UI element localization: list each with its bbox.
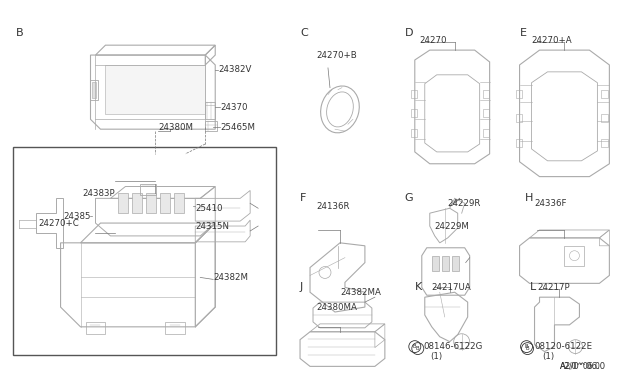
Bar [411, 129, 417, 137]
Bar [452, 256, 459, 270]
Bar [516, 90, 522, 97]
Bar [90, 80, 99, 100]
Bar [516, 139, 522, 147]
Bar [86, 322, 106, 334]
Text: E: E [520, 28, 527, 38]
Text: 24385: 24385 [63, 212, 90, 221]
Text: 24229R: 24229R [448, 199, 481, 208]
Text: 24382V: 24382V [218, 65, 252, 74]
Text: A2/0^06.0: A2/0^06.0 [559, 362, 605, 371]
Text: (1): (1) [430, 352, 442, 361]
Bar [161, 193, 170, 213]
Bar [602, 114, 609, 122]
Bar [93, 82, 97, 97]
Text: G: G [405, 193, 413, 203]
Bar [174, 193, 184, 213]
Text: 24336F: 24336F [534, 199, 567, 208]
Bar [442, 256, 449, 270]
Bar [483, 129, 488, 137]
Text: 08146-6122G: 08146-6122G [424, 342, 483, 351]
Bar [564, 246, 584, 266]
Text: J: J [300, 282, 303, 292]
Bar [165, 322, 186, 334]
Text: 24382M: 24382M [213, 273, 248, 282]
Text: L: L [529, 282, 536, 292]
Text: 24382MA: 24382MA [340, 288, 381, 297]
Text: 24315N: 24315N [195, 222, 229, 231]
Bar [483, 90, 488, 97]
Text: 24136R: 24136R [316, 202, 349, 211]
Text: 24270: 24270 [420, 36, 447, 45]
Bar [411, 90, 417, 97]
Text: A2/0^06.0: A2/0^06.0 [559, 362, 600, 371]
Text: 24217UA: 24217UA [432, 283, 472, 292]
Bar [132, 193, 142, 213]
Bar [205, 102, 215, 119]
Text: D: D [405, 28, 413, 38]
Text: 24380MA: 24380MA [316, 302, 357, 312]
Text: H: H [525, 193, 533, 203]
Bar [432, 256, 439, 270]
Text: F: F [300, 193, 307, 203]
Text: (1): (1) [543, 352, 555, 361]
Bar [106, 65, 205, 114]
Text: 24380M: 24380M [158, 123, 193, 132]
Bar [13, 147, 276, 355]
Text: B: B [525, 344, 529, 349]
Bar [118, 193, 129, 213]
Text: 24370: 24370 [220, 103, 248, 112]
Text: B: B [416, 346, 420, 351]
Bar [516, 114, 522, 122]
Text: 25410: 25410 [195, 204, 223, 213]
Text: 24270+A: 24270+A [532, 36, 572, 45]
Text: 24270+C: 24270+C [38, 219, 79, 228]
Text: B: B [15, 28, 23, 38]
Bar [411, 109, 417, 117]
Text: B: B [525, 346, 529, 351]
Text: K: K [415, 282, 422, 292]
Bar [483, 109, 488, 117]
Text: 24229M: 24229M [435, 222, 470, 231]
Text: 24383P: 24383P [83, 189, 115, 198]
Text: B: B [413, 344, 417, 349]
Bar [602, 90, 609, 97]
Text: 24217P: 24217P [538, 283, 570, 292]
Bar [205, 121, 217, 131]
Text: 25465M: 25465M [220, 123, 255, 132]
Text: C: C [300, 28, 308, 38]
Bar [147, 193, 156, 213]
Bar [140, 183, 156, 195]
Text: 08120-6122E: 08120-6122E [534, 342, 593, 351]
Text: 24270+B: 24270+B [316, 51, 356, 60]
Bar [602, 139, 609, 147]
